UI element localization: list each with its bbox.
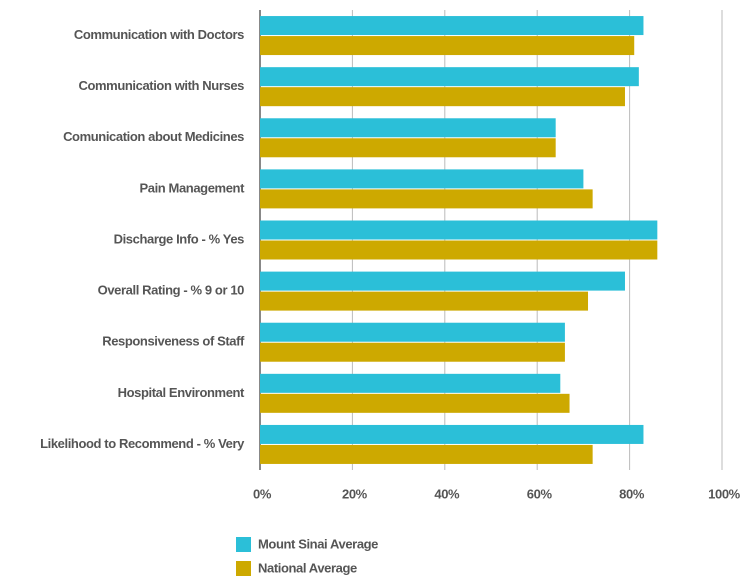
bar bbox=[260, 271, 625, 291]
x-tick-label: 20% bbox=[342, 486, 368, 501]
bar bbox=[260, 16, 644, 36]
bar bbox=[260, 393, 570, 413]
legend-label: National Average bbox=[258, 560, 357, 575]
bar bbox=[260, 322, 565, 342]
legend-swatch bbox=[236, 561, 251, 576]
bar bbox=[260, 220, 658, 240]
y-tick-label: Overall Rating - % 9 or 10 bbox=[98, 283, 245, 298]
x-tick-label: 80% bbox=[619, 486, 645, 501]
bar bbox=[260, 67, 639, 87]
bar bbox=[260, 373, 561, 393]
x-tick-label: 60% bbox=[527, 486, 553, 501]
y-tick-label: Communication with Nurses bbox=[78, 78, 244, 93]
bar bbox=[260, 291, 589, 311]
y-tick-label: Likelihood to Recommend - % Very bbox=[40, 436, 245, 451]
bar bbox=[260, 444, 593, 464]
y-tick-label: Hospital Environment bbox=[118, 385, 245, 400]
legend-label: Mount Sinai Average bbox=[258, 536, 378, 551]
bar bbox=[260, 87, 625, 107]
bar bbox=[260, 138, 556, 158]
y-tick-label: Responsiveness of Staff bbox=[102, 334, 245, 349]
x-tick-label: 0% bbox=[253, 486, 272, 501]
bar bbox=[260, 118, 556, 138]
bar bbox=[260, 240, 658, 260]
bar bbox=[260, 36, 635, 56]
x-tick-label: 40% bbox=[434, 486, 460, 501]
y-tick-label: Pain Management bbox=[139, 180, 245, 195]
y-tick-label: Communication with Doctors bbox=[74, 27, 244, 42]
bar bbox=[260, 169, 584, 189]
x-tick-label: 100% bbox=[708, 486, 740, 501]
bar bbox=[260, 342, 565, 362]
bar bbox=[260, 189, 593, 209]
y-tick-label: Discharge Info - % Yes bbox=[114, 231, 245, 246]
bar bbox=[260, 424, 644, 444]
y-tick-label: Comunication about Medicines bbox=[63, 129, 244, 144]
legend-swatch bbox=[236, 537, 251, 552]
